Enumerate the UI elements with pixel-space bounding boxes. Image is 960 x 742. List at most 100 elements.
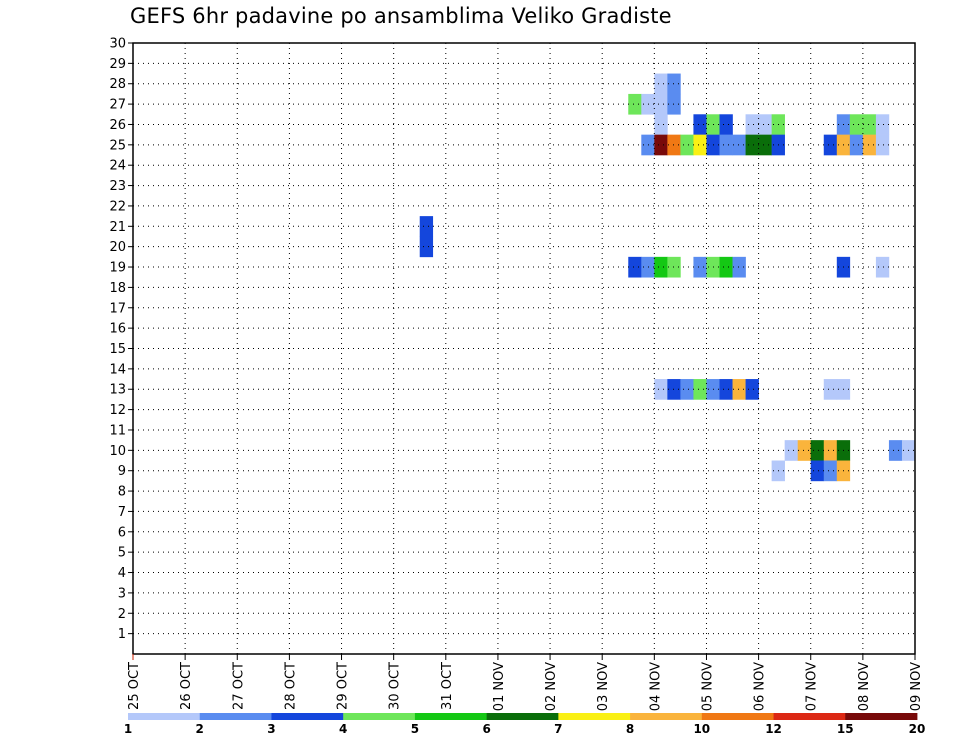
legend-swatch	[199, 713, 272, 720]
heatmap-cell	[758, 114, 772, 135]
x-tick-label: 31 OCT	[440, 662, 455, 710]
legend-swatch	[128, 713, 201, 720]
legend-label: 6	[482, 722, 490, 736]
x-tick-label: 02 NOV	[544, 662, 559, 711]
heatmap-cell	[628, 93, 642, 115]
y-tick-label: 15	[109, 342, 126, 357]
heatmap-cell	[849, 114, 864, 135]
legend-swatch	[845, 713, 918, 720]
legend-label: 10	[693, 722, 710, 736]
y-tick-label: 25	[109, 138, 126, 153]
x-tick-label: 06 NOV	[753, 662, 768, 711]
legend-label: 4	[339, 722, 347, 736]
heatmap-cell	[693, 256, 707, 278]
y-tick-label: 3	[118, 586, 126, 601]
heatmap-cell	[667, 93, 681, 115]
x-tick-label: 09 NOV	[909, 662, 924, 711]
y-tick-label: 11	[109, 423, 126, 438]
legend-label: 12	[765, 722, 782, 736]
heatmap-cell	[641, 93, 655, 115]
heatmap-cell	[667, 379, 681, 400]
heatmap-cell	[732, 134, 746, 156]
heatmap-cell	[784, 440, 798, 461]
heatmap-cell	[693, 114, 707, 135]
heatmap-cell	[745, 114, 759, 135]
legend-swatch	[343, 713, 416, 720]
y-tick-label: 8	[118, 485, 126, 500]
heatmap-cell	[654, 114, 668, 135]
heatmap-cell	[758, 134, 772, 156]
x-tick-label: 30 OCT	[388, 662, 403, 710]
x-tick-label: 29 OCT	[336, 662, 351, 710]
y-tick-label: 19	[109, 261, 126, 276]
y-tick-label: 1	[118, 627, 126, 642]
legend-swatch	[630, 713, 703, 720]
y-tick-label: 28	[109, 77, 126, 92]
heatmap-cell	[667, 256, 681, 278]
heatmap-cell	[875, 114, 890, 135]
x-tick-label: 25 OCT	[127, 662, 142, 710]
heatmap-cell	[654, 134, 668, 156]
y-tick-label: 14	[109, 362, 126, 377]
x-tick-label: 28 OCT	[283, 662, 298, 710]
legend-label: 8	[626, 722, 634, 736]
heatmap-cell	[849, 134, 864, 156]
axis-layer: 1234567891011121314151617181920212223242…	[109, 37, 924, 712]
y-tick-label: 18	[109, 281, 126, 296]
legend-swatch	[486, 713, 559, 720]
heatmap-cell	[693, 379, 707, 400]
heatmap-cell	[810, 440, 825, 461]
heatmap-cell	[823, 440, 838, 461]
legend-label: 3	[267, 722, 275, 736]
heatmap-cell	[641, 256, 655, 278]
heatmap-cell	[628, 256, 642, 278]
legend-label: 5	[411, 722, 419, 736]
heatmap-cell	[810, 460, 825, 482]
heatmap-cell	[667, 73, 681, 95]
heatmap-cell	[732, 256, 746, 278]
x-tick-label: 27 OCT	[231, 662, 246, 710]
legend-label: 2	[196, 722, 204, 736]
heatmap-cell	[693, 134, 707, 156]
x-tick-label: 05 NOV	[700, 662, 715, 711]
heatmap-cell	[823, 379, 838, 400]
heatmap-cell	[862, 114, 877, 135]
y-tick-label: 27	[109, 98, 126, 113]
cells-layer	[419, 73, 916, 482]
y-tick-label: 30	[109, 37, 126, 52]
y-tick-label: 9	[118, 464, 126, 479]
legend-swatch	[773, 713, 846, 720]
y-tick-label: 23	[109, 179, 126, 194]
y-tick-label: 22	[109, 199, 126, 214]
x-tick-label: 03 NOV	[596, 662, 611, 711]
x-tick-label: 26 OCT	[179, 662, 194, 710]
y-tick-label: 26	[109, 118, 126, 133]
legend-label: 1	[124, 722, 132, 736]
heatmap-cell	[745, 134, 759, 156]
y-tick-label: 10	[109, 444, 126, 459]
heatmap-cell	[654, 256, 668, 278]
x-tick-label: 01 NOV	[492, 662, 507, 711]
heatmap-cell	[419, 216, 434, 237]
chart-title: GEFS 6hr padavine po ansamblima Veliko G…	[130, 4, 672, 28]
x-tick-label: 08 NOV	[857, 662, 872, 711]
y-tick-label: 17	[109, 301, 126, 316]
heatmap-cell	[862, 134, 877, 156]
legend-swatch	[271, 713, 344, 720]
heatmap-cell	[732, 379, 746, 400]
heatmap-cell	[823, 460, 838, 482]
y-tick-label: 24	[109, 159, 126, 174]
y-tick-label: 21	[109, 220, 126, 235]
heatmap-cell	[654, 379, 668, 400]
y-tick-label: 12	[109, 403, 126, 418]
y-tick-label: 7	[118, 505, 126, 520]
heatmap-cell	[680, 379, 694, 400]
y-tick-label: 4	[118, 566, 126, 581]
heatmap-cell	[875, 134, 890, 156]
y-tick-label: 6	[118, 525, 126, 540]
heatmap-cell	[719, 379, 733, 400]
heatmap-cell	[654, 73, 668, 95]
heatmap-cell	[745, 379, 759, 400]
grid-layer	[133, 42, 915, 654]
